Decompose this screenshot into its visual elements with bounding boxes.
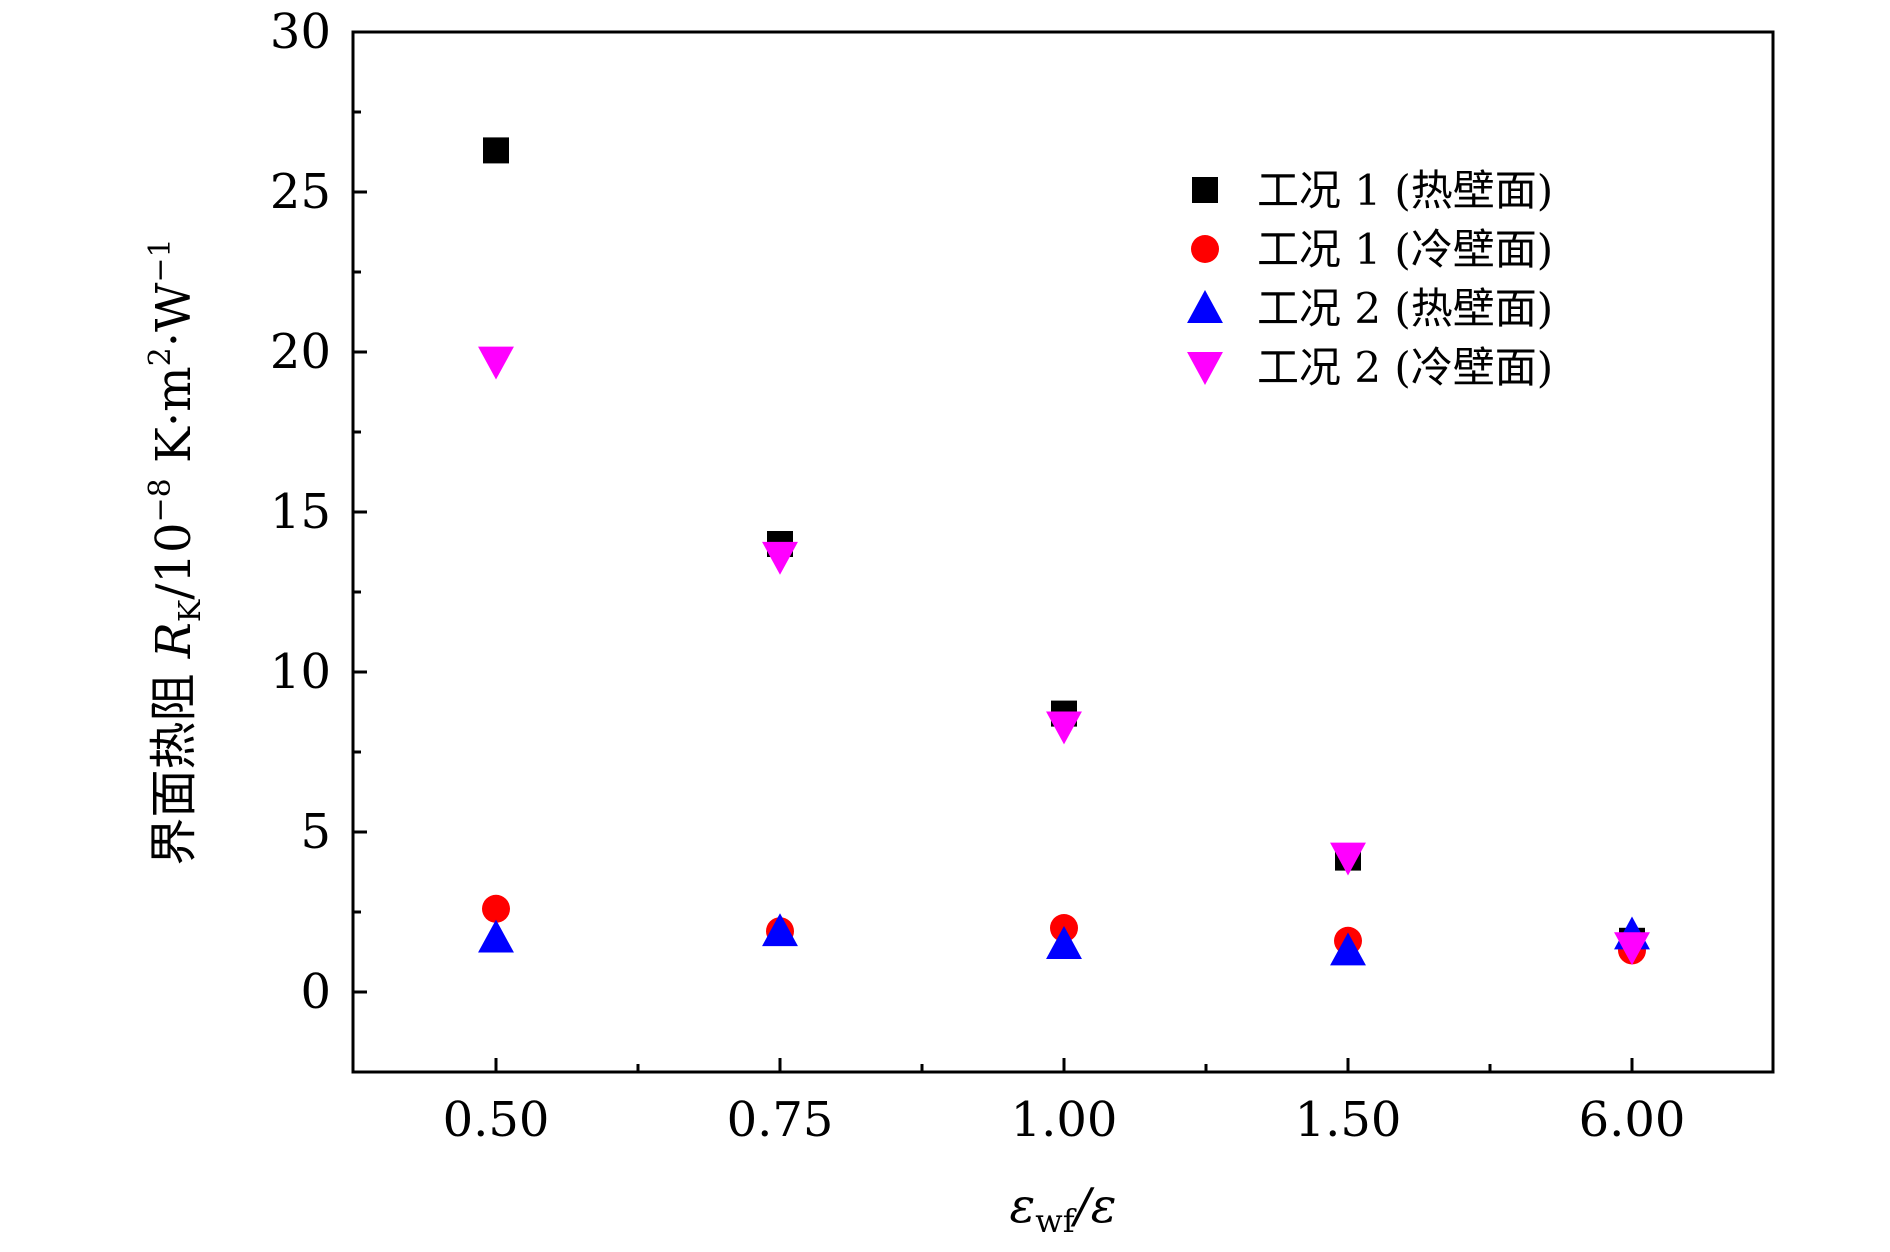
x-tick-label: 0.75 bbox=[727, 1092, 834, 1148]
y-axis-ticks: 0 5 10 15 20 25 30 bbox=[270, 4, 367, 1020]
series-3-point bbox=[478, 919, 514, 953]
series-4-point bbox=[1614, 932, 1650, 966]
x-axis-title-main: ε bbox=[1010, 1178, 1036, 1234]
legend-label-1: 工况 1 (热壁面) bbox=[1257, 166, 1553, 215]
y-axis-title-exp2: 2 bbox=[143, 347, 178, 366]
y-axis-title-symbol-sub: K bbox=[173, 599, 208, 622]
legend: 工况 1 (热壁面) 工况 1 (冷壁面) 工况 2 (热壁面) 工况 2 (冷壁面) bbox=[1187, 166, 1553, 392]
x-tick-label: 1.00 bbox=[1011, 1092, 1118, 1148]
y-axis-title-units2: ·W bbox=[146, 282, 202, 347]
y-tick-label: 15 bbox=[270, 484, 331, 540]
series-4-point bbox=[1330, 842, 1366, 876]
series-2-point bbox=[482, 894, 510, 923]
y-axis-title-exp1: −8 bbox=[143, 478, 178, 522]
legend-marker-3 bbox=[1187, 290, 1223, 323]
y-axis-title-prefix: 界面热阻 bbox=[146, 658, 202, 865]
legend-marker-4 bbox=[1187, 352, 1223, 385]
series-3-point bbox=[1330, 932, 1366, 966]
legend-label-4: 工况 2 (冷壁面) bbox=[1257, 343, 1553, 392]
y-tick-label: 30 bbox=[270, 4, 331, 60]
legend-label-2: 工况 1 (冷壁面) bbox=[1257, 225, 1553, 274]
y-tick-label: 10 bbox=[270, 644, 331, 700]
y-tick-label: 25 bbox=[270, 164, 331, 220]
x-axis-title-sub: wf bbox=[1035, 1202, 1076, 1240]
x-axis-title-tail: /ε bbox=[1071, 1178, 1117, 1234]
y-tick-label: 20 bbox=[270, 324, 331, 380]
y-tick-label: 5 bbox=[300, 804, 331, 860]
x-axis-ticks: 0.50 0.75 1.00 1.50 6.00 bbox=[443, 1058, 1686, 1148]
series-4-point bbox=[1046, 711, 1082, 745]
legend-marker-1 bbox=[1192, 177, 1218, 203]
x-axis-title: εwf/ε bbox=[1010, 1178, 1117, 1240]
data-marks bbox=[478, 137, 1650, 966]
y-axis-title-exp3: −1 bbox=[143, 238, 178, 282]
y-axis-title-symbol: R bbox=[146, 622, 202, 659]
y-tick-label: 0 bbox=[300, 964, 331, 1020]
series-4-point bbox=[478, 346, 514, 380]
x-tick-label: 0.50 bbox=[443, 1092, 550, 1148]
y-axis-title-mid: /10 bbox=[146, 522, 202, 599]
legend-label-3: 工况 2 (热壁面) bbox=[1257, 284, 1553, 333]
series-4-point bbox=[762, 541, 798, 575]
series-3-point bbox=[762, 913, 798, 947]
series-3-point bbox=[1046, 926, 1082, 959]
x-tick-label: 1.50 bbox=[1295, 1092, 1402, 1148]
y-axis-title: 界面热阻 RK/10−8 K·m2·W−1 bbox=[143, 238, 208, 865]
y-axis-title-units: K·m bbox=[146, 366, 202, 478]
x-tick-label: 6.00 bbox=[1579, 1092, 1686, 1148]
series-1-point bbox=[483, 137, 509, 164]
legend-marker-2 bbox=[1191, 235, 1219, 263]
